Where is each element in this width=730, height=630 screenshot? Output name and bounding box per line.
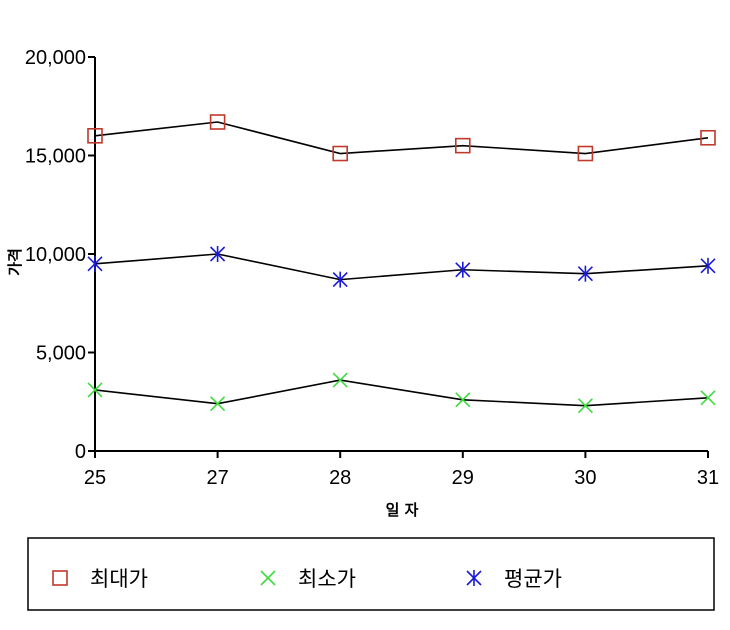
- legend-marker-icon: [260, 570, 276, 586]
- y-tick-label: 10,000: [25, 244, 86, 266]
- data-point: [210, 396, 226, 412]
- data-point: [209, 114, 226, 130]
- axis-ticks: 0 5,000 10,000 15,000 20,000 25 27 28 29 30 31: [25, 47, 719, 489]
- legend-item: 평균가: [466, 567, 562, 591]
- y-tick-label: 0: [75, 441, 86, 463]
- series-line: [94, 379, 709, 407]
- data-point: [700, 257, 716, 274]
- x-tick-label: 25: [84, 467, 106, 489]
- legend-label: 최소가: [298, 567, 356, 591]
- data-point: [210, 246, 226, 262]
- y-axis-title: 가격: [6, 248, 24, 276]
- series-markers: [87, 114, 716, 414]
- data-point: [332, 372, 348, 388]
- legend-marker-icon: [466, 570, 482, 586]
- data-point: [87, 255, 103, 272]
- legend-label: 최대가: [90, 567, 148, 591]
- legend-marker-icon: [52, 570, 68, 586]
- series-lines: [94, 121, 709, 407]
- x-axis-title: 일 자: [386, 501, 419, 519]
- data-point: [455, 392, 471, 408]
- data-point: [87, 382, 103, 398]
- data-point: [332, 145, 349, 162]
- data-point: [700, 390, 716, 406]
- data-point: [87, 128, 103, 144]
- x-tick-label: 30: [574, 467, 596, 489]
- y-tick-label: 5,000: [36, 343, 86, 365]
- legend-item: 최대가: [52, 567, 148, 591]
- y-tick-label: 20,000: [25, 47, 86, 69]
- data-point: [577, 398, 593, 414]
- legend-label: 평균가: [504, 567, 562, 591]
- data-point: [577, 145, 594, 162]
- data-point: [454, 137, 471, 154]
- legend-box: [27, 537, 715, 611]
- x-tick-label: 31: [697, 467, 719, 489]
- x-tick-label: 27: [206, 467, 228, 489]
- x-tick-label: 28: [329, 467, 351, 489]
- data-point: [332, 271, 348, 288]
- legend: 최대가 최소가 평균가: [27, 537, 715, 611]
- series-line: [94, 121, 709, 155]
- x-tick-label: 29: [452, 467, 474, 489]
- legend-items: 최대가 최소가 평균가: [52, 567, 562, 591]
- series-line: [94, 253, 709, 281]
- chart-axes: [94, 57, 708, 452]
- data-point: [577, 265, 593, 282]
- data-point: [455, 261, 471, 278]
- data-point: [700, 129, 716, 146]
- legend-item: 최소가: [260, 567, 356, 591]
- y-tick-label: 15,000: [25, 146, 86, 168]
